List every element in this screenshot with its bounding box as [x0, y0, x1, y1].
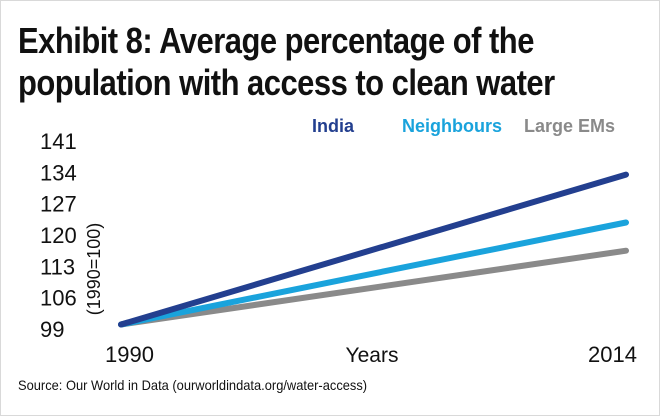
y-tick-label: 106	[40, 286, 77, 311]
legend-item-neighbours: Neighbours	[402, 116, 502, 136]
legend-item-india: India	[312, 116, 355, 136]
x-axis-ticks: 1990 2014	[105, 342, 637, 367]
y-tick-label: 113	[40, 254, 75, 279]
chart-series	[118, 171, 629, 328]
chart-legend: India Neighbours Large EMs	[312, 116, 615, 136]
y-tick-label: 134	[40, 160, 77, 185]
legend-item-large-ems: Large EMs	[524, 116, 615, 136]
source-note: Source: Our World in Data (ourworldindat…	[18, 377, 368, 393]
y-axis-ticks: 99 106 113 120 127 134 141	[40, 129, 77, 342]
series-line-large-ems	[118, 247, 629, 328]
chart-title-line-1: Exhibit 8: Average percentage of the	[18, 20, 534, 61]
series-line-india	[118, 171, 629, 328]
y-tick-label: 99	[40, 317, 64, 342]
series-line-neighbours	[118, 219, 629, 328]
x-tick-label: 2014	[588, 342, 637, 367]
x-axis-label: Years	[346, 344, 399, 367]
chart-title-line-2: population with access to clean water	[18, 62, 555, 103]
y-axis-label: (1990=100)	[84, 223, 104, 316]
y-tick-label: 141	[40, 129, 77, 154]
x-tick-label: 1990	[105, 342, 154, 367]
chart-title: Exhibit 8: Average percentage of the pop…	[18, 20, 560, 104]
y-tick-label: 120	[40, 223, 77, 248]
y-tick-label: 127	[40, 192, 77, 217]
